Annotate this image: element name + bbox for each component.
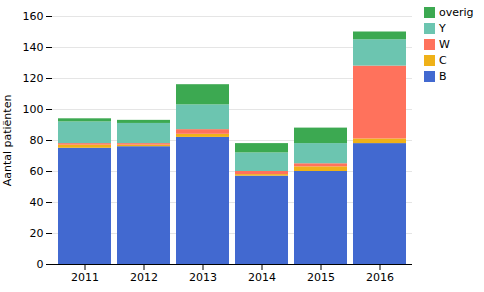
- html-text:overig: overig: [439, 6, 474, 19]
- svg-text:60: 60: [30, 165, 44, 178]
- svg-text:40: 40: [30, 196, 44, 209]
- svg-text:2016: 2016: [366, 271, 394, 284]
- svg-text:2013: 2013: [189, 271, 217, 284]
- svg-text:120: 120: [23, 72, 44, 85]
- svg-text:100: 100: [23, 103, 44, 116]
- svg-text:2014: 2014: [248, 271, 276, 284]
- html-text:B: B: [439, 70, 447, 83]
- html-text:C: C: [439, 54, 447, 67]
- svg-text:160: 160: [23, 10, 44, 23]
- svg-text:140: 140: [23, 41, 44, 54]
- svg-text:Aantal patiënten: Aantal patiënten: [1, 95, 14, 187]
- html-text:Y: Y: [439, 22, 446, 35]
- svg-text:0: 0: [37, 258, 44, 271]
- svg-text:2011: 2011: [71, 271, 99, 284]
- svg-text:2012: 2012: [130, 271, 158, 284]
- svg-text:80: 80: [30, 134, 44, 147]
- html-text:W: W: [439, 38, 450, 51]
- svg-text:20: 20: [30, 227, 44, 240]
- svg-text:2015: 2015: [307, 271, 335, 284]
